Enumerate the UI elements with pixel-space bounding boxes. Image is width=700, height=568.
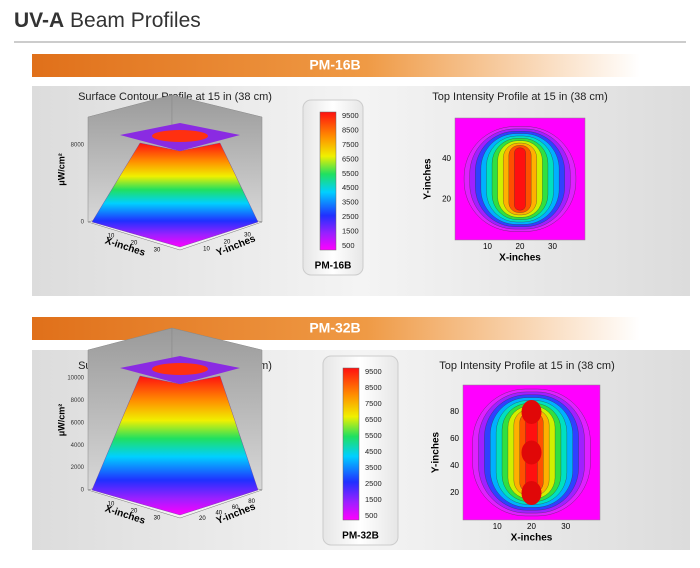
colorbar-tick-label: 8500: [342, 125, 359, 134]
z-axis-label: μW/cm²: [56, 153, 66, 186]
colorbar-card: [322, 355, 399, 546]
colorbar-tick-label: 9500: [342, 111, 359, 120]
map-y-tick-label: 80: [450, 407, 459, 416]
map-hotspot: [521, 440, 542, 465]
x-tick-label: 30: [154, 248, 161, 254]
colorbar-tick-label: 3500: [342, 198, 359, 207]
map-x-axis-label: X-inches: [499, 253, 541, 264]
colorbar-label: PM-16B: [315, 261, 352, 272]
z-axis-label: μW/cm²: [56, 404, 66, 437]
colorbar-tick-label: 4500: [365, 447, 382, 456]
z-tick-label: 10000: [67, 376, 84, 382]
z-tick-label: 8000: [71, 398, 85, 404]
colorbar-label: PM-32B: [342, 531, 379, 542]
map-y-tick-label: 40: [442, 154, 451, 163]
colorbar-tick-label: 500: [342, 241, 355, 250]
map-hotspot: [521, 481, 542, 505]
top-title: Top Intensity Profile at 15 in (38 cm): [432, 91, 607, 103]
z-tick-label: 8000: [71, 143, 85, 149]
map-x-tick-label: 10: [483, 242, 492, 251]
surface-mountain: [91, 142, 259, 248]
x-tick-label: 20: [131, 509, 138, 515]
map-x-tick-label: 10: [493, 522, 502, 531]
surface-peak: [152, 363, 208, 375]
surface-peak: [152, 130, 208, 142]
x-tick-label: 30: [154, 516, 161, 522]
title: UV-A Beam Profiles: [14, 9, 201, 32]
y-tick-label: 30: [244, 233, 251, 239]
section-name: PM-16B: [309, 57, 360, 73]
colorbar-tick-label: 1500: [342, 227, 359, 236]
colorbar-tick-label: 5500: [365, 431, 382, 440]
section-name: PM-32B: [309, 320, 360, 336]
map-y-tick-label: 20: [442, 194, 451, 203]
surface-mountain: [91, 375, 259, 516]
z-tick-label: 0: [81, 220, 85, 226]
z-tick-label: 4000: [71, 443, 85, 449]
colorbar-tick-label: 8500: [365, 383, 382, 392]
x-tick-label: 10: [108, 502, 115, 508]
map-contour: [514, 147, 526, 211]
y-tick-label: 20: [224, 240, 231, 246]
map-y-axis-label: Y-inches: [431, 432, 442, 474]
colorbar-tick-label: 500: [365, 511, 378, 520]
map-hotspot: [521, 400, 542, 424]
colorbar-tick-label: 7500: [365, 399, 382, 408]
y-tick-label: 40: [215, 510, 222, 516]
map-x-tick-label: 20: [527, 522, 536, 531]
map-x-axis-label: X-inches: [511, 533, 553, 544]
colorbar-tick-label: 4500: [342, 183, 359, 192]
colorbar-tick-label: 2500: [342, 212, 359, 221]
map-y-tick-label: 60: [450, 434, 459, 443]
map-y-tick-label: 40: [450, 461, 459, 470]
section-bar: [32, 54, 640, 77]
colorbar-tick-label: 6500: [365, 415, 382, 424]
z-tick-label: 6000: [71, 420, 85, 426]
map-x-tick-label: 30: [548, 242, 557, 251]
colorbar: [319, 111, 337, 251]
title-bold: UV-A: [14, 9, 64, 32]
colorbar-tick-label: 2500: [365, 479, 382, 488]
top-title: Top Intensity Profile at 15 in (38 cm): [439, 360, 614, 372]
y-tick-label: 20: [199, 516, 206, 522]
colorbar-tick-label: 6500: [342, 154, 359, 163]
map-x-tick-label: 30: [561, 522, 570, 531]
x-tick-label: 10: [108, 234, 115, 240]
y-tick-label: 10: [203, 247, 210, 253]
z-tick-label: 2000: [71, 465, 85, 471]
title-rest: Beam Profiles: [70, 9, 201, 32]
z-tick-label: 0: [81, 488, 85, 494]
colorbar: [342, 367, 360, 521]
map-y-axis-label: Y-inches: [423, 158, 434, 200]
colorbar-tick-label: 7500: [342, 140, 359, 149]
map-x-tick-label: 20: [516, 242, 525, 251]
y-tick-label: 60: [232, 505, 239, 511]
x-tick-label: 20: [131, 241, 138, 247]
colorbar-tick-label: 3500: [365, 463, 382, 472]
y-tick-label: 80: [248, 499, 255, 505]
colorbar-tick-label: 5500: [342, 169, 359, 178]
colorbar-tick-label: 9500: [365, 367, 382, 376]
map-y-tick-label: 20: [450, 488, 459, 497]
colorbar-tick-label: 1500: [365, 495, 382, 504]
